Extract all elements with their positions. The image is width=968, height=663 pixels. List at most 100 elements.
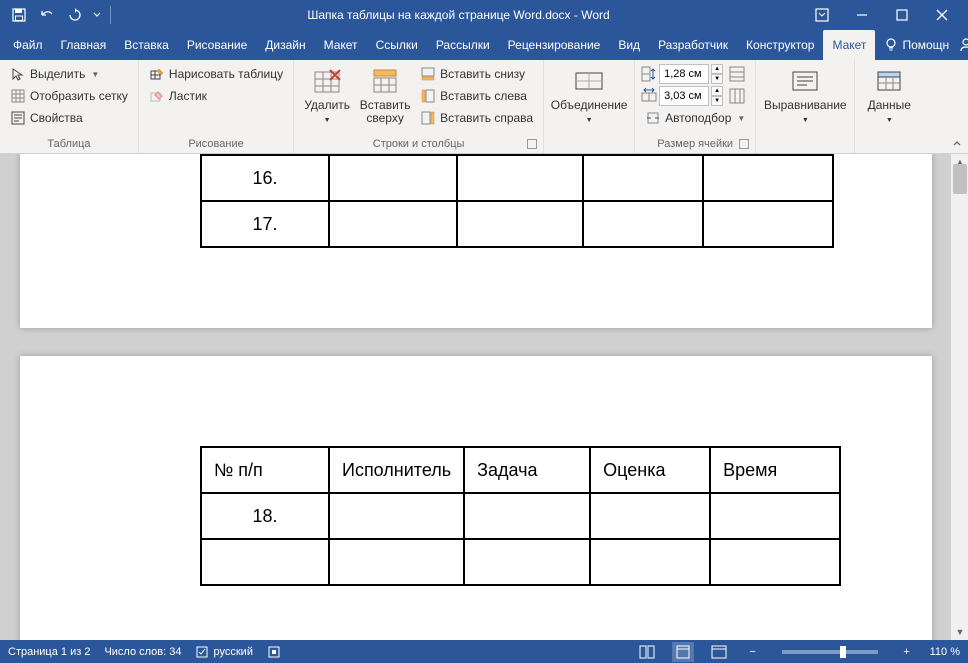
table-cell[interactable]: [329, 493, 464, 539]
redo-button[interactable]: [62, 2, 88, 28]
tab-table-layout[interactable]: Макет: [823, 30, 875, 60]
close-button[interactable]: [922, 0, 962, 30]
table-cell[interactable]: [583, 155, 703, 201]
dialog-launcher[interactable]: [527, 139, 537, 149]
table-cell[interactable]: [590, 493, 710, 539]
tab-developer[interactable]: Разработчик: [649, 30, 737, 60]
qat-customize-button[interactable]: [90, 2, 104, 28]
maximize-button[interactable]: [882, 0, 922, 30]
table-cell[interactable]: [464, 539, 590, 585]
row-height-input[interactable]: [659, 64, 709, 84]
table-cell[interactable]: [329, 539, 464, 585]
tab-references[interactable]: Ссылки: [367, 30, 427, 60]
tab-view[interactable]: Вид: [609, 30, 649, 60]
table-header-cell[interactable]: Исполнитель: [329, 447, 464, 493]
word-count[interactable]: Число слов: 34: [104, 646, 181, 658]
data-button[interactable]: Данные▼: [861, 63, 917, 127]
table-header-row[interactable]: № п/п Исполнитель Задача Оценка Время: [201, 447, 840, 493]
table-cell[interactable]: 17.: [201, 201, 329, 247]
table-header-cell[interactable]: Задача: [464, 447, 590, 493]
scroll-thumb[interactable]: [953, 164, 967, 194]
alignment-button[interactable]: Выравнивание▼: [762, 63, 848, 127]
vertical-scrollbar[interactable]: ▲ ▼: [950, 154, 968, 640]
table-cell[interactable]: 16.: [201, 155, 329, 201]
zoom-in-button[interactable]: +: [898, 646, 916, 658]
group-alignment: Выравнивание▼: [756, 60, 855, 153]
ribbon-options-button[interactable]: [802, 0, 842, 30]
document-table-1[interactable]: 16. 17.: [200, 154, 834, 248]
zoom-thumb[interactable]: [840, 646, 846, 658]
table-cell[interactable]: [703, 201, 833, 247]
table-header-cell[interactable]: Оценка: [590, 447, 710, 493]
scroll-down-button[interactable]: ▼: [951, 624, 968, 640]
autofit-button[interactable]: Автоподбор ▼: [641, 107, 749, 129]
view-web-button[interactable]: [708, 642, 730, 662]
eraser-button[interactable]: Ластик: [145, 85, 287, 107]
distribute-rows-icon[interactable]: [729, 66, 745, 82]
table-row[interactable]: 18.: [201, 493, 840, 539]
share-button[interactable]: [958, 30, 968, 60]
insert-left-button[interactable]: Вставить слева: [416, 85, 537, 107]
insert-below-button[interactable]: Вставить снизу: [416, 63, 537, 85]
table-cell[interactable]: [710, 493, 840, 539]
tab-draw[interactable]: Рисование: [178, 30, 256, 60]
table-header-cell[interactable]: № п/п: [201, 447, 329, 493]
tab-table-design[interactable]: Конструктор: [737, 30, 823, 60]
table-cell[interactable]: [703, 155, 833, 201]
merge-button[interactable]: Объединение▼: [550, 63, 628, 127]
table-row[interactable]: [201, 539, 840, 585]
table-cell[interactable]: [201, 539, 329, 585]
table-cell[interactable]: [457, 155, 583, 201]
macros-status[interactable]: [267, 645, 281, 659]
tab-layout[interactable]: Макет: [315, 30, 367, 60]
insert-right-button[interactable]: Вставить справа: [416, 107, 537, 129]
document-area: 16. 17. № п/п Исп: [0, 154, 968, 640]
table-cell[interactable]: 18.: [201, 493, 329, 539]
language-status[interactable]: русский: [196, 645, 253, 659]
table-cell[interactable]: [583, 201, 703, 247]
collapse-ribbon-button[interactable]: [952, 139, 962, 149]
spinner[interactable]: ▲▼: [711, 64, 723, 84]
spinner[interactable]: ▲▼: [711, 86, 723, 106]
table-cell[interactable]: [329, 155, 457, 201]
table-cell[interactable]: [329, 201, 457, 247]
col-width-input[interactable]: [659, 86, 709, 106]
minimize-button[interactable]: [842, 0, 882, 30]
properties-button[interactable]: Свойства: [6, 107, 132, 129]
document-table-2[interactable]: № п/п Исполнитель Задача Оценка Время 18…: [200, 446, 841, 586]
page-info[interactable]: Страница 1 из 2: [8, 646, 90, 658]
group-rc-label: Строки и столбцы: [373, 138, 465, 150]
zoom-slider[interactable]: [782, 650, 878, 654]
tab-insert[interactable]: Вставка: [115, 30, 178, 60]
eraser-label: Ластик: [169, 89, 207, 103]
table-cell[interactable]: [710, 539, 840, 585]
delete-button[interactable]: Удалить▼: [300, 63, 354, 127]
view-print-button[interactable]: [672, 642, 694, 662]
tab-design[interactable]: Дизайн: [256, 30, 314, 60]
document-scroll[interactable]: 16. 17. № п/п Исп: [0, 154, 950, 640]
tab-mailings[interactable]: Рассылки: [427, 30, 499, 60]
gridlines-button[interactable]: Отобразить сетку: [6, 85, 132, 107]
table-cell[interactable]: [457, 201, 583, 247]
table-cell[interactable]: [590, 539, 710, 585]
zoom-out-button[interactable]: −: [744, 646, 762, 658]
save-button[interactable]: [6, 2, 32, 28]
zoom-level[interactable]: 110 %: [930, 646, 960, 658]
tab-file[interactable]: Файл: [4, 30, 52, 60]
dialog-launcher[interactable]: [739, 139, 749, 149]
window-controls: [802, 0, 962, 30]
table-cell[interactable]: [464, 493, 590, 539]
insert-above-button[interactable]: Вставитьсверху: [358, 63, 412, 127]
table-header-cell[interactable]: Время: [710, 447, 840, 493]
distribute-cols-icon[interactable]: [729, 88, 745, 104]
undo-button[interactable]: [34, 2, 60, 28]
tab-review[interactable]: Рецензирование: [499, 30, 610, 60]
table-row[interactable]: 17.: [201, 201, 833, 247]
spellcheck-icon: [196, 645, 210, 659]
tab-home[interactable]: Главная: [52, 30, 116, 60]
table-row[interactable]: 16.: [201, 155, 833, 201]
tab-help[interactable]: Помощн: [875, 30, 958, 60]
view-read-button[interactable]: [636, 642, 658, 662]
select-button[interactable]: Выделить ▼: [6, 63, 132, 85]
draw-table-button[interactable]: Нарисовать таблицу: [145, 63, 287, 85]
